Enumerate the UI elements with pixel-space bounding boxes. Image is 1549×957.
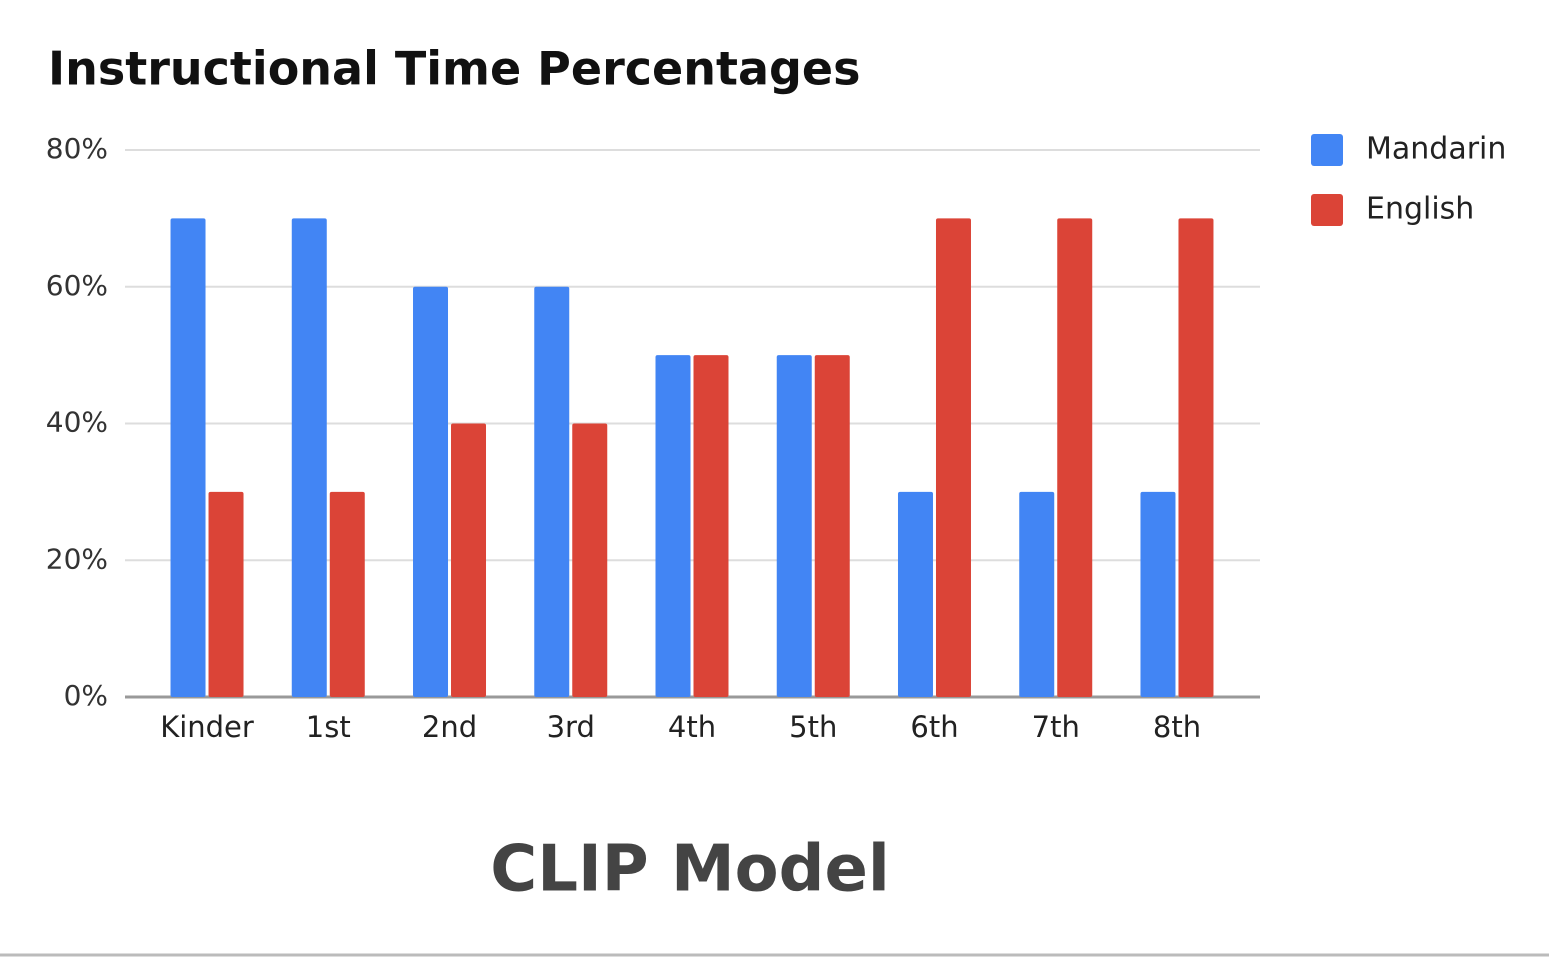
bar [655,355,691,697]
y-tick-label: 40% [46,406,108,439]
x-tick-label: 8th [1153,710,1201,744]
y-tick-label: 80% [46,132,108,165]
x-tick-label: Kinder [160,710,254,744]
bar [451,423,487,697]
bar [1178,218,1214,697]
bar [1019,491,1055,697]
bar [291,218,327,697]
bar [935,218,971,697]
y-tick-label: 0% [64,679,108,712]
y-tick-label: 20% [46,542,108,575]
legend-label: English [1366,192,1474,227]
x-tick-label: 6th [910,710,958,744]
bar [208,491,244,697]
bar [413,286,449,697]
bar [534,286,570,697]
legend-swatch [1311,134,1343,166]
bar [329,491,365,697]
chart-title: Instructional Time Percentages [48,42,861,96]
annotation: CLIP Model [490,833,890,907]
bar [170,218,206,697]
legend-label: Mandarin [1366,132,1506,167]
bar [1057,218,1093,697]
x-tick-label: 5th [789,710,837,744]
x-tick-label: 3rd [547,710,595,744]
x-tick-label: 4th [668,710,716,744]
bar [693,355,729,697]
bar [814,355,850,697]
bar [572,423,608,697]
bar [1140,491,1176,697]
x-tick-label: 1st [306,710,351,744]
legend-swatch [1311,194,1343,226]
y-tick-label: 60% [46,269,108,302]
bar [776,355,812,697]
x-tick-label: 7th [1032,710,1080,744]
bar [897,491,933,697]
x-tick-label: 2nd [422,710,477,744]
